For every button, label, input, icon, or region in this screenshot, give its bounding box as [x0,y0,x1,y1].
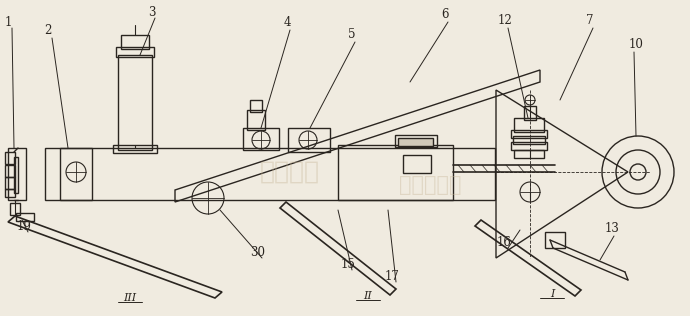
Bar [250,100,262,112]
Bar [511,142,547,150]
Bar [243,128,279,150]
Bar [121,35,149,49]
Text: 1: 1 [4,15,12,28]
Text: 15: 15 [341,258,355,270]
Text: 普道微机: 普道微机 [260,160,320,184]
Text: II: II [364,291,373,301]
Bar [5,165,15,177]
Bar [398,138,433,146]
Bar [10,203,20,215]
Bar [511,130,547,138]
Text: 亚达斯机械: 亚达斯机械 [399,175,461,195]
Bar [16,213,34,221]
Bar [60,148,92,200]
Bar [403,155,431,173]
Bar [113,145,157,153]
Text: III: III [124,293,137,303]
Bar [247,110,265,130]
Bar [118,55,152,150]
Bar [545,232,565,248]
Text: 2: 2 [44,23,52,37]
Text: 17: 17 [384,270,400,283]
Text: 12: 12 [497,14,513,27]
Bar [513,136,545,144]
Text: 10: 10 [629,38,644,51]
Text: 30: 30 [250,246,266,258]
Text: 7: 7 [586,14,594,27]
Text: 3: 3 [148,5,156,19]
Text: I: I [550,289,554,299]
Bar [14,157,18,193]
Bar [514,150,544,158]
Bar [338,145,453,200]
Text: 19: 19 [17,220,32,233]
Bar [116,47,154,57]
Bar [395,135,437,147]
Text: 4: 4 [284,15,290,28]
Bar [5,152,15,164]
Bar [5,177,15,189]
Bar [45,148,495,200]
Bar [8,148,26,200]
Bar [5,189,15,197]
Bar [288,128,330,152]
Bar [514,118,544,132]
Text: 16: 16 [497,235,511,248]
Text: 5: 5 [348,27,356,40]
Bar [524,106,536,120]
Text: 13: 13 [604,222,620,234]
Text: 6: 6 [441,8,449,21]
